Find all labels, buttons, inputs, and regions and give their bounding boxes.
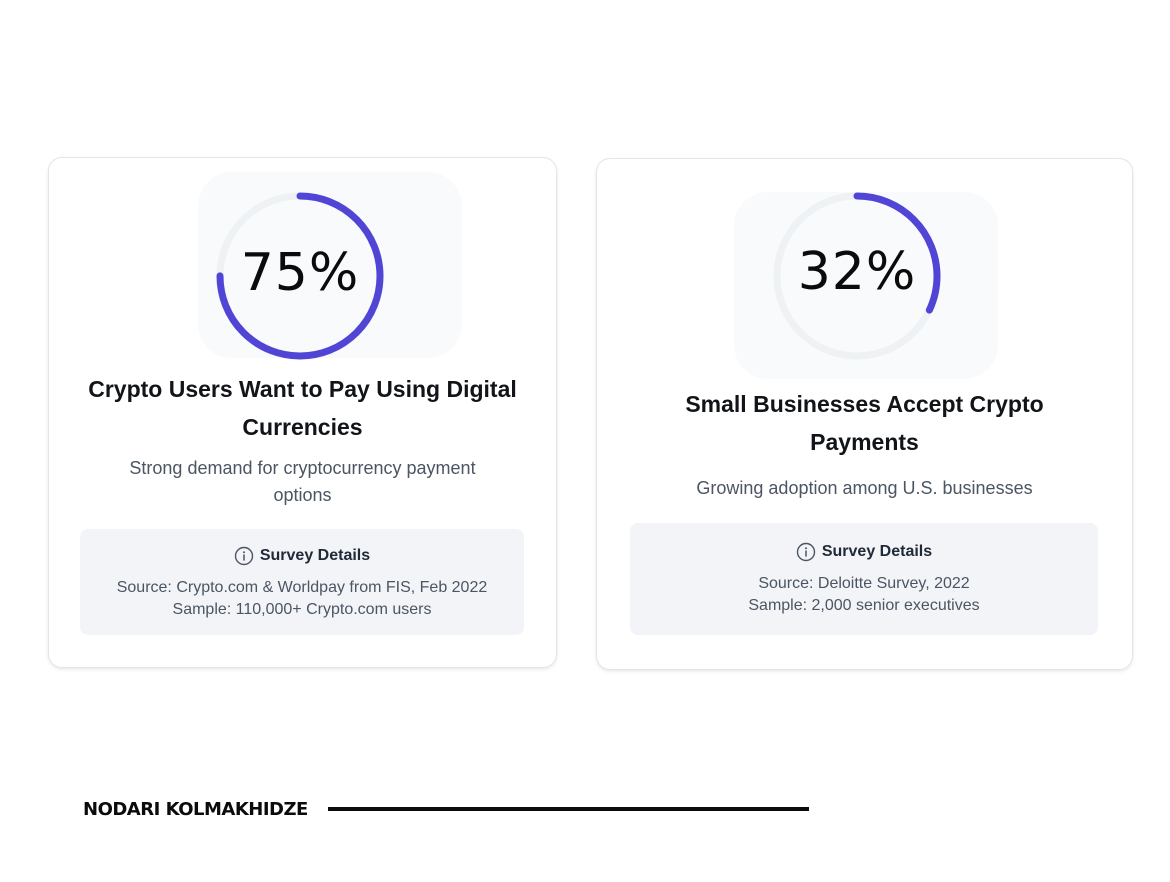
card-title-line: Payments bbox=[810, 429, 919, 455]
progress-ring bbox=[773, 192, 941, 360]
survey-sample: Sample: 2,000 senior executives bbox=[748, 597, 980, 614]
card-subtitle: Growing adoption among U.S. businesses bbox=[597, 475, 1132, 502]
survey-heading-label: Survey Details bbox=[821, 543, 933, 560]
footer-divider bbox=[328, 807, 809, 811]
info-icon bbox=[234, 546, 254, 566]
card-subtitle-line: options bbox=[273, 485, 332, 505]
survey-sample: Sample: 110,000+ Crypto.com users bbox=[172, 601, 432, 618]
survey-heading-label: Survey Details bbox=[259, 547, 371, 564]
card-subtitle: Strong demand for cryptocurrency payment… bbox=[49, 455, 556, 509]
info-icon bbox=[796, 542, 816, 562]
survey-details-box: Survey Details Source: Deloitte Survey, … bbox=[630, 523, 1098, 635]
survey-heading: Survey Details bbox=[630, 541, 1098, 563]
survey-heading: Survey Details bbox=[80, 545, 524, 567]
card-title: Crypto Users Want to Pay Using Digital C… bbox=[49, 370, 556, 446]
stat-card-small-businesses: 32% Small Businesses Accept Crypto Payme… bbox=[596, 158, 1133, 670]
survey-details-box: Survey Details Source: Crypto.com & Worl… bbox=[80, 529, 524, 635]
card-title-line: Crypto Users Want to Pay Using Digital bbox=[88, 376, 517, 402]
percent-value: 32% bbox=[797, 242, 917, 302]
progress-ring bbox=[216, 192, 384, 360]
survey-source: Source: Crypto.com & Worldpay from FIS, … bbox=[116, 579, 488, 596]
card-title: Small Businesses Accept Crypto Payments bbox=[597, 385, 1132, 461]
stat-card-crypto-users: 75% Crypto Users Want to Pay Using Digit… bbox=[48, 157, 557, 668]
card-subtitle-line: Growing adoption among U.S. businesses bbox=[696, 478, 1033, 498]
card-title-line: Currencies bbox=[242, 414, 363, 440]
card-title-line: Small Businesses Accept Crypto bbox=[685, 391, 1044, 417]
percent-value: 75% bbox=[240, 243, 360, 303]
author-name: NODARI KOLMAKHIDZE bbox=[83, 799, 308, 820]
survey-source: Source: Deloitte Survey, 2022 bbox=[758, 575, 970, 592]
card-subtitle-line: Strong demand for cryptocurrency payment bbox=[129, 458, 476, 478]
